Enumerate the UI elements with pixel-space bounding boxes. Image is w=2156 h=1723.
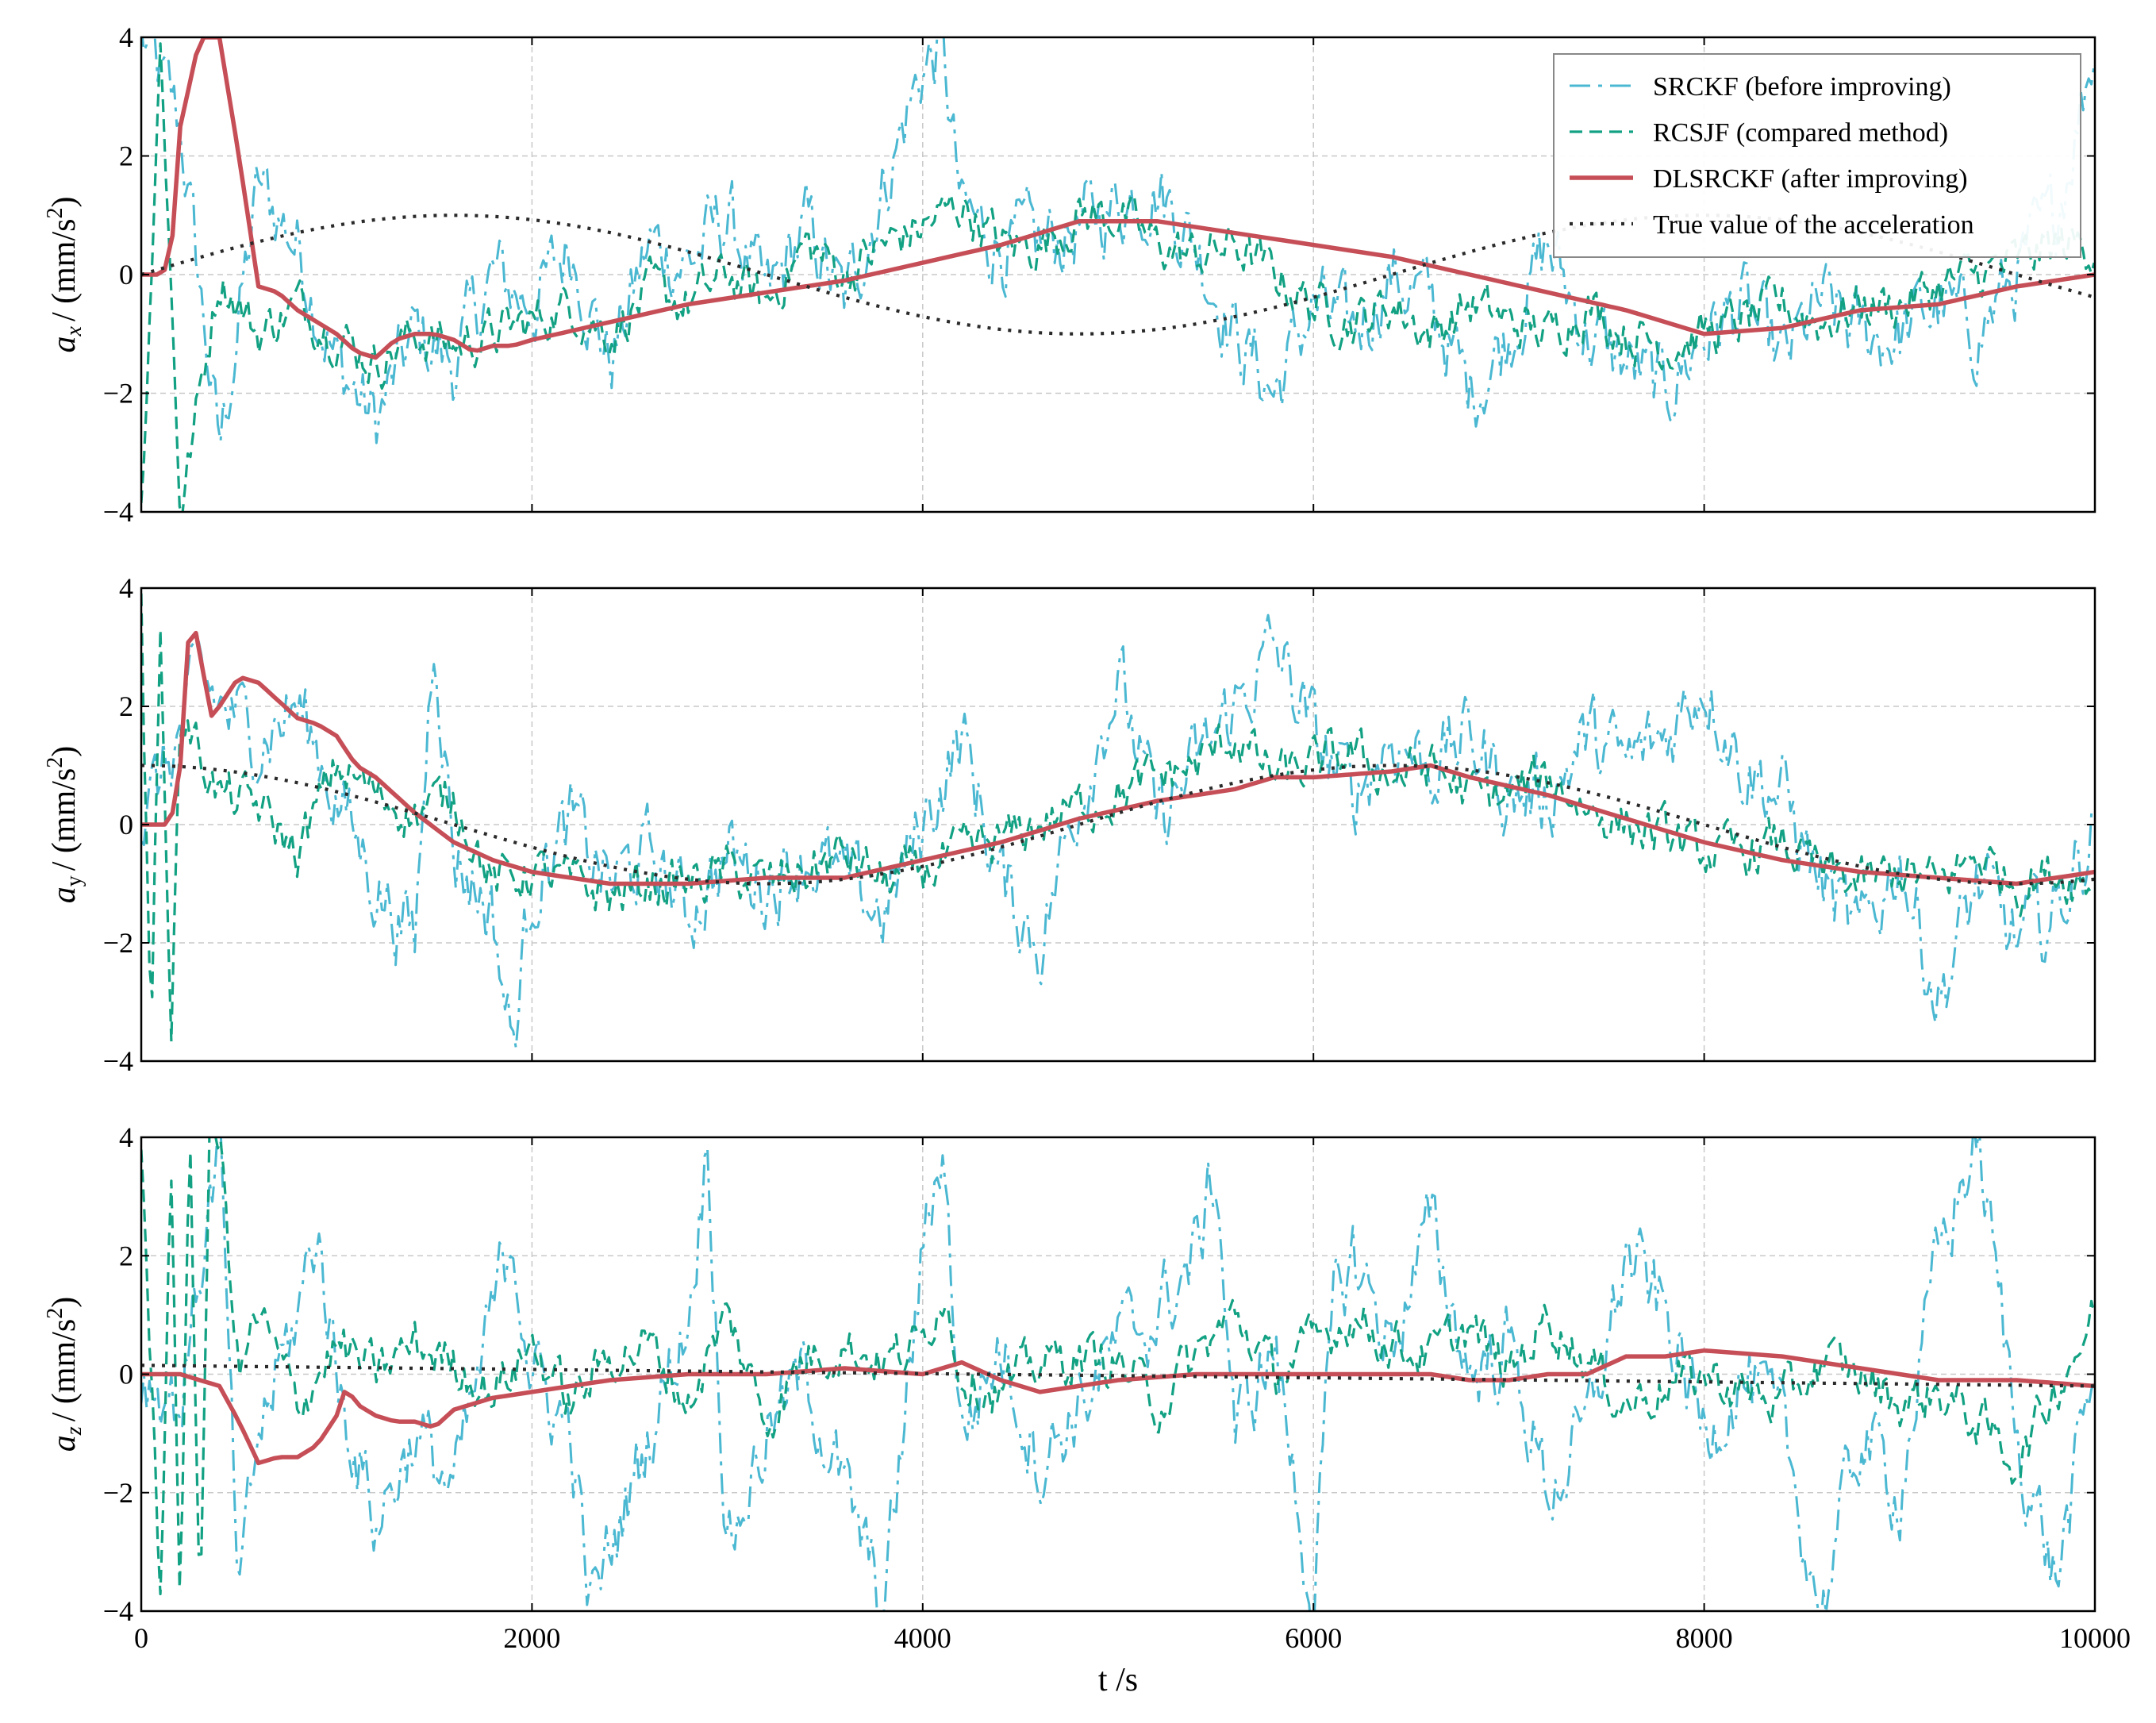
legend-label: DLSRCKF (after improving): [1653, 164, 1968, 194]
y-axis-label: ax / (mm/s2): [43, 197, 86, 353]
y-axis-unit-close: ): [46, 197, 83, 208]
y-axis-unit: / (mm/s: [46, 768, 83, 871]
y-axis-symbol: a: [46, 1435, 83, 1452]
x-axis-label: t /s: [1098, 1662, 1138, 1698]
y-tick-label: 4: [119, 572, 133, 604]
y-axis-unit-close: ): [46, 1297, 83, 1308]
y-axis-label: ay / (mm/s2): [43, 746, 86, 904]
legend-label: SRCKF (before improving): [1653, 72, 1951, 102]
y-tick-label: 0: [119, 1359, 133, 1390]
legend-label: True value of the acceleration: [1653, 210, 1974, 240]
y-axis-symbol: a: [46, 336, 83, 352]
y-tick-label: 4: [119, 21, 133, 53]
series-line-solid: [141, 630, 2095, 886]
x-tick-label: 2000: [503, 1622, 560, 1654]
series-line-solid: [141, 37, 2095, 360]
legend: SRCKF (before improving) RCSJF (compared …: [1553, 53, 2081, 258]
y-tick-label: −4: [103, 1595, 133, 1627]
y-axis-unit-sup: 2: [43, 208, 67, 219]
y-tick-label: −2: [103, 378, 133, 410]
y-axis-subscript: z: [62, 1426, 86, 1436]
y-axis-subscript: y: [62, 875, 86, 886]
x-tick-label: 8000: [1676, 1622, 1733, 1654]
legend-box: [1553, 53, 2081, 258]
series-line-dashdot: [141, 1137, 2095, 1611]
y-axis-subscript: x: [62, 325, 86, 337]
y-tick-label: 4: [119, 1121, 133, 1153]
x-tick-label: 6000: [1285, 1622, 1342, 1654]
y-axis-unit-sup: 2: [43, 757, 67, 768]
y-tick-label: −4: [103, 496, 133, 528]
y-axis-unit: / (mm/s: [46, 1319, 83, 1422]
series-line-dashed: [141, 42, 2095, 512]
y-axis-unit: / (mm/s: [46, 219, 83, 322]
x-tick-label: 0: [134, 1622, 148, 1654]
y-tick-label: −4: [103, 1045, 133, 1077]
y-tick-label: 0: [119, 259, 133, 290]
series-line-dotted: [141, 763, 2095, 886]
series-group: [141, 593, 2095, 1049]
series-line-solid: [141, 1348, 2095, 1466]
series-group: [141, 1137, 2095, 1611]
y-axis-unit-sup: 2: [43, 1308, 67, 1319]
y-axis-symbol: a: [46, 886, 83, 903]
series-line-dashdot: [141, 37, 2095, 444]
y-tick-label: 0: [119, 809, 133, 840]
series-line-dashed: [141, 593, 2095, 1043]
series-line-dashdot: [141, 613, 2095, 1049]
y-axis-unit-close: ): [46, 746, 83, 757]
x-tick-label: 10000: [2059, 1622, 2131, 1654]
y-tick-label: 2: [119, 1240, 133, 1271]
y-tick-label: −2: [103, 1477, 133, 1509]
x-tick-label: 4000: [894, 1622, 951, 1654]
y-tick-label: 2: [119, 140, 133, 172]
y-tick-label: −2: [103, 927, 133, 959]
legend-label: RCSJF (compared method): [1653, 118, 1948, 148]
series-line-dashed: [141, 1137, 2095, 1596]
y-axis-label: az / (mm/s2): [43, 1297, 86, 1452]
y-tick-label: 2: [119, 690, 133, 722]
